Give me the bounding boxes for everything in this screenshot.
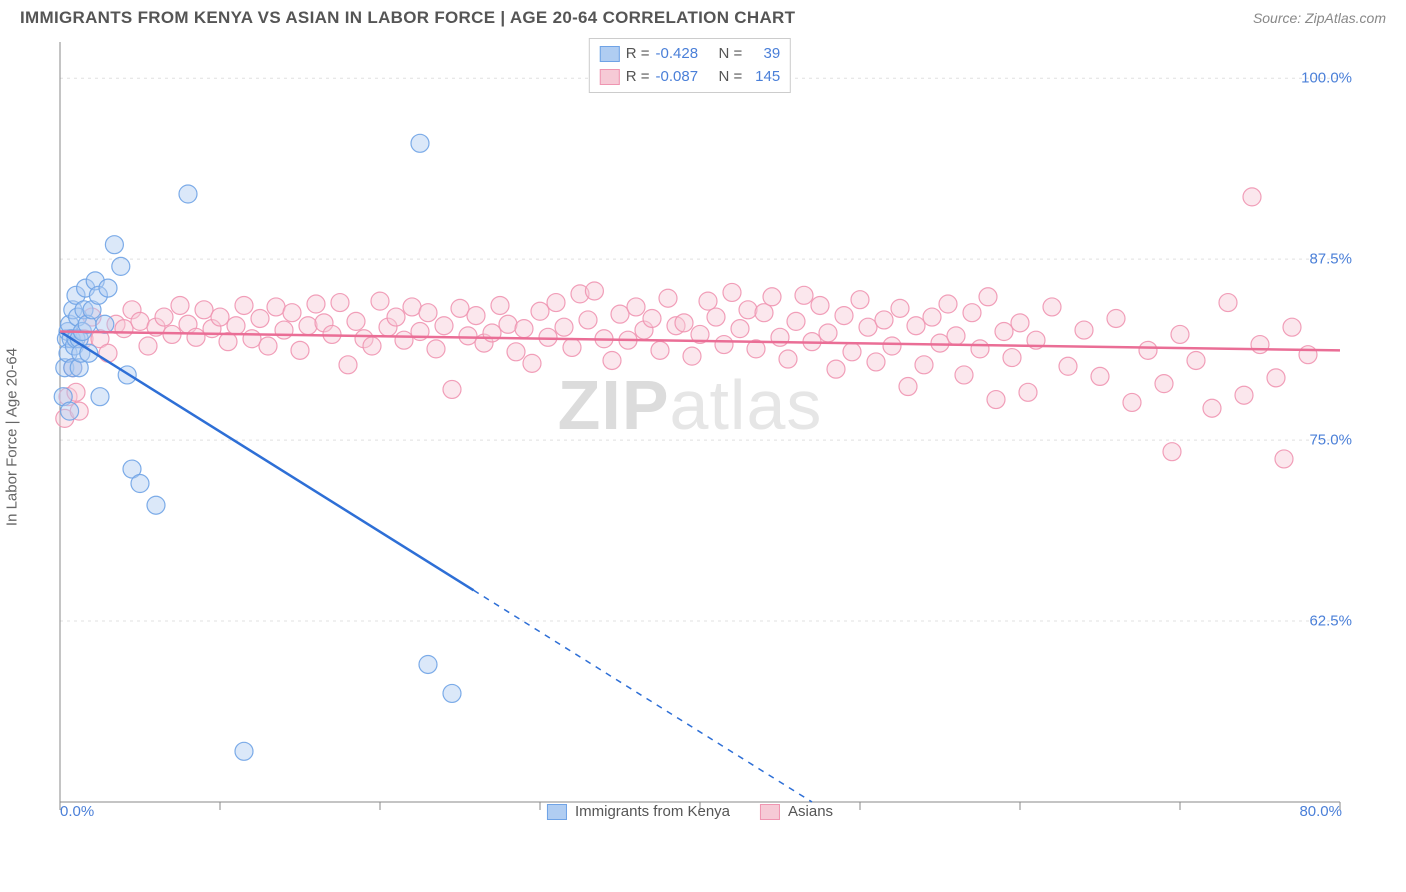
x-tick-min: 0.0% [60,803,94,820]
chart-container: In Labor Force | Age 20-64 ZIPatlas R = … [20,32,1360,842]
y-tick-label: 75.0% [1309,432,1352,449]
stats-n-label: N = [718,66,742,89]
legend-swatch-asian [760,804,780,820]
correlation-stats-box: R = -0.428 N = 39 R = -0.087 N = 145 [589,38,791,93]
stats-r-label: R = [626,43,650,66]
legend-item-asian: Asians [760,803,833,820]
stats-row-asian: R = -0.087 N = 145 [600,66,780,89]
stats-n-label: N = [718,43,742,66]
scatter-chart [20,32,1360,842]
chart-header: IMMIGRANTS FROM KENYA VS ASIAN IN LABOR … [0,0,1406,32]
legend-label: Asians [788,803,833,820]
chart-source: Source: ZipAtlas.com [1253,10,1386,26]
stats-r-value: -0.428 [656,43,699,66]
stats-n-value: 145 [748,66,780,89]
y-tick-label: 87.5% [1309,251,1352,268]
legend-label: Immigrants from Kenya [575,803,730,820]
y-tick-label: 62.5% [1309,613,1352,630]
stats-n-value: 39 [748,43,780,66]
x-tick-max: 80.0% [1299,803,1342,820]
stats-swatch-asian [600,69,620,85]
stats-r-value: -0.087 [656,66,699,89]
chart-title: IMMIGRANTS FROM KENYA VS ASIAN IN LABOR … [20,8,795,28]
y-tick-label: 100.0% [1301,70,1352,87]
stats-row-kenya: R = -0.428 N = 39 [600,43,780,66]
stats-swatch-kenya [600,46,620,62]
legend-swatch-kenya [547,804,567,820]
legend-item-kenya: Immigrants from Kenya [547,803,730,820]
series-legend: Immigrants from Kenya Asians [547,803,833,820]
stats-r-label: R = [626,66,650,89]
y-axis-label: In Labor Force | Age 20-64 [4,348,21,526]
